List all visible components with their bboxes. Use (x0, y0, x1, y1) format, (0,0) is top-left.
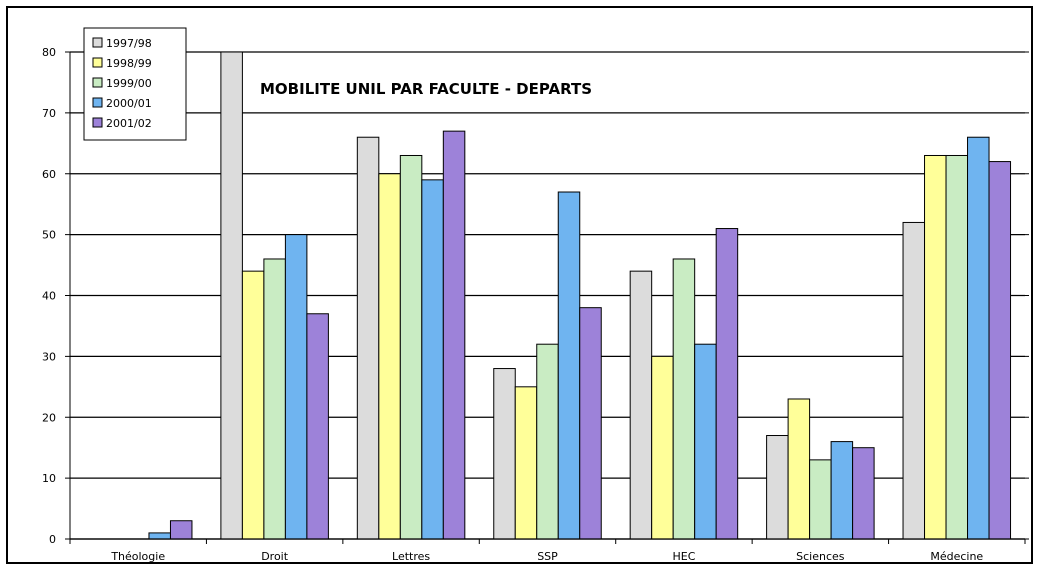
y-tick-label: 20 (42, 411, 56, 424)
bar-2001-02-Médecine (988, 161, 1012, 540)
y-tick-label: 0 (49, 533, 56, 546)
bar-2000-01-Médecine (967, 136, 990, 540)
bar-1998-99-HEC (651, 355, 674, 540)
y-tick-label: 50 (42, 229, 56, 242)
bar-1997-98-SSP (493, 368, 516, 540)
x-tick-label: Médecine (930, 550, 983, 562)
legend-swatch (92, 37, 103, 48)
bar-1999-00-Sciences (809, 459, 832, 540)
x-tick-label: Lettres (392, 550, 430, 562)
x-tick-label: Sciences (796, 550, 845, 562)
legend-label: 2001/02 (106, 117, 152, 130)
x-tick-label: SSP (537, 550, 558, 562)
bar-1998-99-SSP (514, 386, 538, 540)
bar-1999-00-Lettres (399, 154, 423, 540)
y-tick-label: 70 (42, 107, 56, 120)
y-tick-label: 40 (42, 290, 56, 303)
bar-1998-99-Sciences (787, 398, 811, 540)
y-tick-label: 30 (42, 350, 56, 363)
x-tick-label: Théologie (110, 550, 165, 562)
legend-swatch (92, 117, 103, 128)
bar-1997-98-Médecine (902, 221, 926, 540)
legend-swatch (92, 57, 103, 68)
bar-2000-01-Lettres (421, 179, 444, 540)
bar-1998-99-Droit (241, 270, 265, 540)
bar-1997-98-Droit (220, 51, 243, 540)
bar-1997-98-Lettres (356, 136, 380, 540)
bar-2000-01-HEC (694, 343, 717, 540)
bar-2000-01-Droit (284, 234, 308, 540)
bar-2001-02-Lettres (442, 130, 466, 540)
bar-2000-01-Théologie (148, 532, 171, 540)
legend-label: 2000/01 (106, 97, 152, 110)
bar-2001-02-Droit (306, 313, 329, 540)
bar-2001-02-Sciences (852, 447, 875, 540)
bar-1997-98-Sciences (766, 435, 789, 540)
bar-2001-02-HEC (715, 228, 739, 540)
bar-1998-99-Médecine (924, 154, 947, 540)
axis-layer: 0 10 20 30 40 50 60 70 80 Théologie Droit Lettres SS… (42, 46, 1029, 562)
bar-1999-00-SSP (536, 343, 559, 540)
bar-2000-01-SSP (557, 191, 581, 540)
legend-label: 1997/98 (106, 37, 152, 50)
bar-1997-98-HEC (629, 270, 653, 540)
bar-1999-00-Médecine (945, 154, 969, 540)
bar-1998-99-Lettres (378, 173, 401, 540)
chart-frame: 0 10 20 30 40 50 60 70 80 Théologie Droit Lettres SS… (6, 6, 1033, 564)
legend-label: 1998/99 (106, 57, 152, 70)
legend: 1997/98 1998/99 1999/00 2000/01 2001/02 (83, 27, 187, 141)
legend-label: 1999/00 (106, 77, 152, 90)
chart-title: MOBILITE UNIL PAR FACULTE - DEPARTS (260, 80, 592, 98)
bar-chart: 0 10 20 30 40 50 60 70 80 Théologie Droit Lettres SS… (42, 27, 1029, 562)
legend-swatch (92, 97, 103, 108)
bars-layer (148, 51, 1012, 540)
y-tick-label: 60 (42, 168, 56, 181)
bar-1999-00-HEC (672, 258, 696, 540)
legend-swatch (92, 77, 103, 88)
bar-1999-00-Droit (263, 258, 286, 540)
y-tick-label: 10 (42, 472, 56, 485)
x-tick-label: Droit (261, 550, 289, 562)
y-tick-label: 80 (42, 46, 56, 59)
bar-2000-01-Sciences (830, 441, 854, 540)
x-tick-label: HEC (672, 550, 695, 562)
bar-2001-02-Théologie (169, 520, 193, 540)
bar-2001-02-SSP (579, 307, 602, 540)
